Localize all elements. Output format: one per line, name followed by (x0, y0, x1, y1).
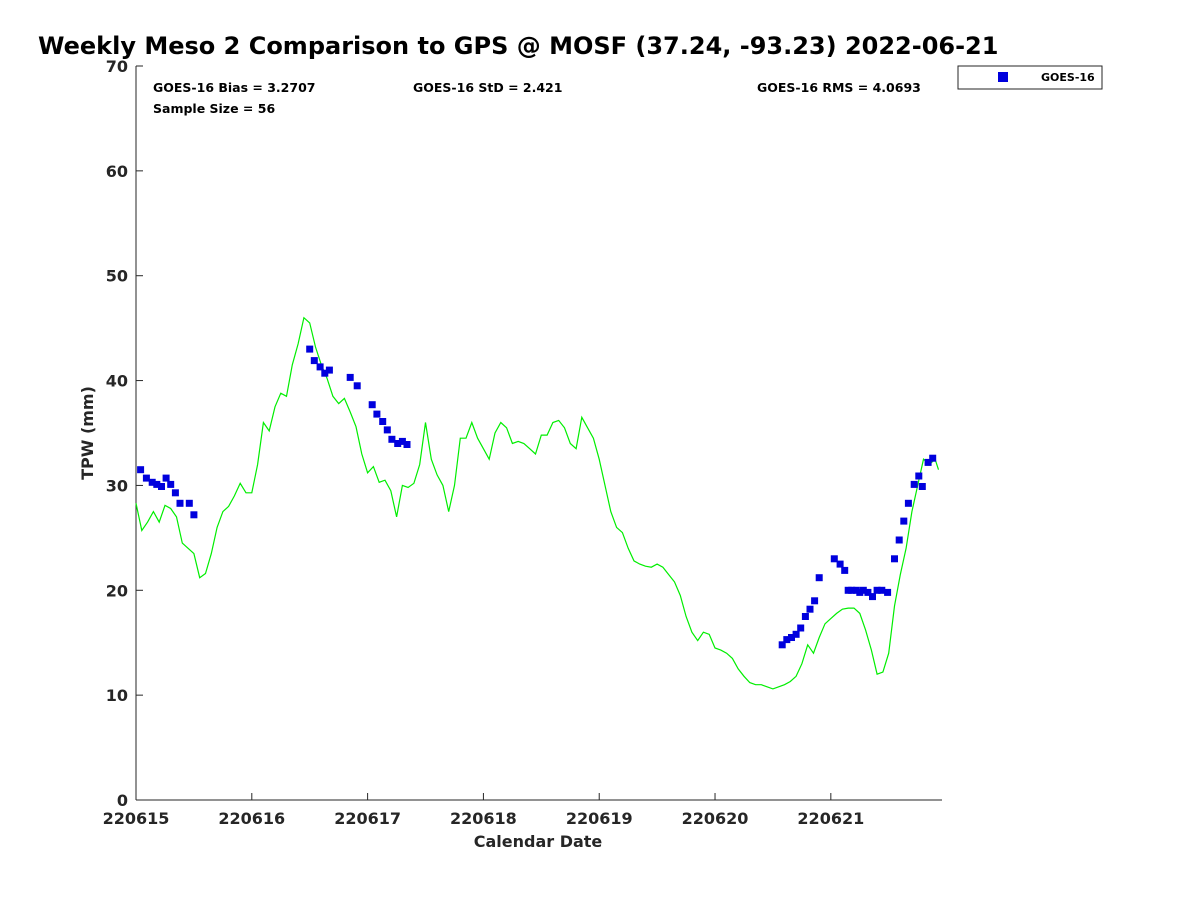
legend-box (957, 65, 1103, 90)
goes16-point (346, 373, 354, 381)
x-tick-label: 220615 (103, 809, 170, 828)
y-tick-label: 70 (106, 57, 128, 76)
goes16-point (394, 440, 402, 447)
goes16-point (158, 483, 165, 490)
x-tick-label: 220620 (682, 809, 749, 828)
goes16-point (873, 586, 881, 594)
goes16-point (830, 555, 838, 563)
goes16-point (806, 605, 814, 613)
goes16-point (403, 441, 411, 448)
goes16-point (162, 474, 170, 482)
goes16-point (918, 483, 926, 490)
goes16-point (137, 466, 145, 474)
goes16-point (836, 560, 844, 568)
goes16-point-series (137, 345, 937, 649)
goes16-point (859, 586, 867, 594)
goes16-point (306, 345, 314, 353)
y-tick-label: 60 (106, 162, 128, 181)
goes16-point (801, 613, 809, 620)
goes16-point (176, 499, 184, 507)
chart-title: Weekly Meso 2 Comparison to GPS @ MOSF (… (38, 32, 998, 60)
goes16-point (788, 634, 795, 641)
goes16-point (929, 454, 937, 462)
goes16-point (884, 588, 892, 596)
goes16-point (142, 474, 150, 482)
goes16-point (171, 489, 179, 497)
gps-tpw-line (135, 316, 940, 690)
goes16-point (185, 499, 193, 507)
goes16-point (778, 641, 786, 649)
goes16-point (915, 472, 923, 480)
legend-label-goes16: GOES-16 (1041, 71, 1095, 84)
goes16-point (900, 517, 908, 525)
x-tick-label: 220617 (334, 809, 401, 828)
goes16-point (373, 410, 381, 418)
y-tick-label: 0 (117, 791, 128, 810)
goes16-point (797, 624, 805, 632)
std-stat: GOES-16 StD = 2.421 (413, 80, 562, 95)
goes16-point (848, 586, 856, 594)
goes16-point (869, 593, 876, 601)
y-tick-label: 10 (106, 686, 128, 705)
goes16-point (388, 435, 396, 443)
y-axis-label: TPW (mm) (78, 386, 97, 480)
goes16-point (815, 574, 823, 582)
goes16-point (841, 566, 849, 574)
goes16-point (924, 458, 932, 466)
goes16-point (398, 437, 406, 445)
goes16-point (148, 478, 156, 486)
goes16-point (891, 555, 898, 563)
bias-stat: GOES-16 Bias = 3.2707 (153, 80, 315, 95)
goes16-point (904, 499, 912, 507)
legend-swatch-goes16 (998, 72, 1008, 82)
plot-axes (135, 66, 942, 801)
goes16-point (325, 366, 333, 374)
goes16-point (321, 369, 329, 377)
goes16-point (811, 597, 819, 605)
goes16-point (353, 382, 361, 390)
goes16-point (383, 426, 391, 434)
goes16-point (316, 363, 324, 371)
x-tick-label: 220618 (450, 809, 517, 828)
gps-line-series (135, 316, 940, 690)
x-tick-label: 220621 (797, 809, 864, 828)
goes16-point (783, 636, 791, 644)
y-tick-label: 30 (106, 476, 128, 495)
goes16-point (368, 401, 376, 409)
x-tick-label: 220616 (218, 809, 285, 828)
y-axis-ticks: 0 10 20 30 40 50 60 70 (106, 57, 143, 810)
legend: GOES-16 (957, 65, 1103, 90)
x-axis-label: Calendar Date (474, 832, 603, 851)
goes16-point (167, 480, 175, 488)
goes16-point (895, 536, 903, 544)
goes16-point (792, 630, 800, 638)
y-tick-label: 20 (106, 581, 128, 600)
y-tick-label: 40 (106, 372, 128, 391)
goes16-point (379, 418, 387, 425)
goes16-point (910, 480, 918, 488)
x-tick-label: 220619 (566, 809, 633, 828)
y-tick-label: 50 (106, 267, 128, 286)
goes16-point (864, 588, 872, 596)
x-axis-ticks: 220615 220616 220617 220618 220619 220620 2206… (103, 793, 864, 828)
sample-size-stat: Sample Size = 56 (153, 101, 275, 116)
goes16-point (310, 357, 318, 365)
goes16-point (878, 586, 886, 594)
goes16-point (153, 480, 161, 488)
goes16-point (190, 511, 198, 519)
rms-stat: GOES-16 RMS = 4.0693 (757, 80, 921, 95)
